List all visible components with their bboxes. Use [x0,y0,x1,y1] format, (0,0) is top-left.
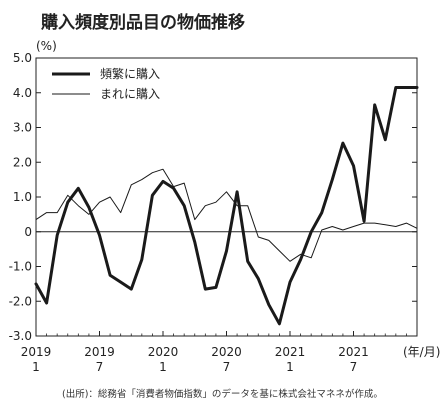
y-tick-label: -1.0 [9,260,32,274]
y-axis-unit: (%) [36,39,57,53]
x-tick-month: 1 [286,360,294,374]
x-tick-year: 2019 [21,345,52,359]
x-tick-year: 2020 [148,345,179,359]
x-tick-year: 2021 [338,345,369,359]
y-tick-label: -3.0 [9,329,32,343]
x-tick-month: 1 [159,360,167,374]
x-tick-year: 2021 [275,345,306,359]
y-tick-label: 1.0 [13,190,32,204]
series-line-rare [35,168,418,262]
x-tick-month: 7 [350,360,358,374]
y-tick-label: 4.0 [13,86,32,100]
plot-area: 5.04.03.02.01.00-1.0-2.0-3.0201912019720… [9,51,419,374]
y-tick-label: 3.0 [13,121,32,135]
y-tick-label: 5.0 [13,51,32,65]
x-tick-month: 7 [223,360,231,374]
x-tick-year: 2020 [211,345,242,359]
y-tick-label: 0 [24,225,32,239]
x-tick-month: 7 [96,360,104,374]
legend-label: 頻繁に購入 [100,66,160,81]
x-tick-month: 1 [32,360,40,374]
y-tick-label: -2.0 [9,294,32,308]
series-line-frequent [34,86,419,326]
source-note: (出所)：総務省「消費者物価指数」のデータを基に株式会社マネネが作成。 [62,388,383,400]
legend-label: まれに購入 [100,87,160,101]
chart-title: 購入頻度別品目の物価推移 [41,12,245,33]
y-tick-label: 2.0 [13,155,32,169]
x-tick-year: 2019 [84,345,115,359]
x-axis-unit: (年/月) [403,345,440,359]
